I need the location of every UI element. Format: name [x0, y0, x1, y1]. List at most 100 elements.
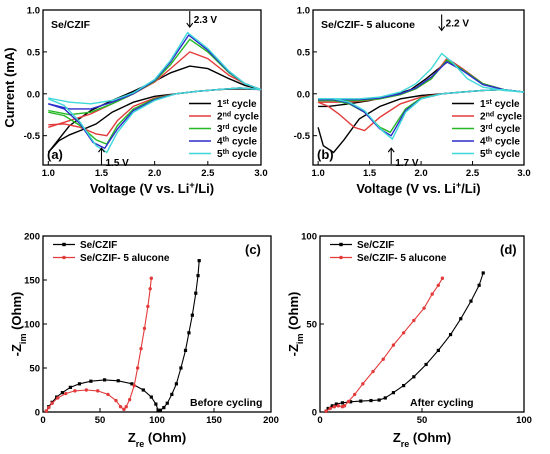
y-tick-label: 100 [301, 232, 317, 243]
legend-sup: nd [223, 111, 232, 118]
data-point [369, 398, 373, 403]
peak-arrow-cathodic-head [387, 147, 395, 153]
data-point [165, 401, 169, 405]
data-point [477, 283, 481, 287]
data-point [328, 406, 332, 411]
panel-a: 1.0 1.5 2.0 2.5 3.0 -0.5 0.0 0.5 1.0 Se/CZIF (a) 1s… [24, 6, 268, 197]
x-tick-label: 0 [40, 415, 45, 426]
data-point [73, 389, 77, 393]
data-point [359, 399, 363, 403]
axis-text: (Ohm) [9, 292, 24, 334]
legend-number: 3 [480, 124, 486, 135]
panel-b: 1.0 1.5 2.0 2.5 3.0 -0.5 0.0 0.5 1.0 Se/CZIF- 5 a… [294, 6, 531, 197]
legend-sup: rd [486, 124, 493, 131]
axis-text: (Ohm) [409, 430, 451, 445]
panel-label: (a) [47, 147, 63, 162]
data-point [436, 348, 440, 352]
data-point [183, 348, 188, 352]
axis-text: /Li) [461, 181, 481, 196]
legend-sup: st [486, 99, 493, 106]
data-point [135, 366, 140, 370]
legend-number: 5 [480, 149, 486, 160]
data-point [174, 382, 178, 386]
axis-text: -Z [286, 344, 301, 356]
x-axis-label: Voltage (V vs. Li+/Li) [90, 180, 214, 196]
legend-entry: 2nd cycle [217, 111, 259, 123]
legend-text: cycle [229, 137, 257, 148]
y-tick-label: 1.0 [297, 6, 310, 17]
series-line-d-1 [325, 272, 484, 412]
legend-number: 1 [217, 99, 223, 110]
legend-text: cycle [492, 149, 520, 160]
legend-text: cycle [231, 112, 259, 123]
data-point [436, 283, 441, 287]
data-point [361, 382, 365, 386]
data-point [391, 343, 396, 347]
y-tick-label: 0.5 [297, 47, 311, 58]
legend-entry: 5th cycle [480, 149, 520, 161]
legend-text: cycle [494, 112, 522, 123]
x-tick-label: 100 [516, 415, 532, 426]
data-point [56, 396, 60, 400]
legend-number: 1 [480, 99, 486, 110]
condition-label: Before cycling [190, 397, 262, 409]
data-point [47, 405, 51, 410]
data-point [349, 400, 353, 404]
series-line-b-5-anodic [318, 52, 525, 100]
data-point [89, 379, 93, 383]
plot-frame-b [312, 9, 525, 166]
peak-arrow-cathodic-head [98, 147, 105, 153]
sample-label: Se/CZIF [51, 19, 91, 31]
data-point [77, 382, 82, 386]
data-point [156, 408, 160, 412]
axis-sub: re [401, 439, 410, 449]
legend-sup: th [486, 136, 493, 143]
data-point [459, 317, 463, 321]
data-point [114, 398, 118, 403]
panel-c: 0 50 100 150 200 0 50 100 150 200 Se/CZIF Se/CZIF- … [9, 232, 279, 450]
y-tick-label: 0.0 [27, 89, 40, 100]
data-point [401, 331, 406, 335]
axis-sup: + [456, 180, 461, 190]
x-tick-label: 50 [95, 415, 106, 426]
data-point [412, 375, 416, 379]
legend-sup: st [223, 99, 230, 106]
legend-text: cycle [492, 99, 520, 110]
x-tick-label: 150 [206, 415, 222, 426]
y-tick-label: 0 [35, 408, 40, 419]
data-point [342, 404, 347, 408]
legend-sup: rd [223, 124, 230, 131]
data-point [330, 404, 334, 408]
x-tick-label: 3.0 [517, 168, 530, 179]
legend-number: 3 [217, 124, 223, 135]
peak-label-anodic: 2.3 V [194, 15, 218, 26]
axis-text: (Ohm) [286, 292, 301, 334]
y-axis-label: -Zim (Ohm) [286, 292, 305, 357]
panel-label: (d) [500, 242, 517, 257]
data-point [170, 392, 174, 396]
data-point [196, 274, 200, 278]
peak-arrow-anodic-head [438, 26, 446, 32]
data-point [149, 395, 153, 399]
legend-marker [62, 242, 66, 247]
peak-label-cathodic: 1.5 V [105, 158, 129, 169]
x-axis-label: Zre (Ohm) [393, 430, 451, 449]
data-point [124, 405, 128, 409]
data-point [179, 366, 183, 370]
legend-entry: 4th cycle [217, 136, 257, 148]
data-point [190, 313, 194, 317]
y-tick-label: 100 [24, 320, 40, 331]
legend-number: 5 [217, 149, 223, 160]
x-tick-label: 1.0 [312, 168, 325, 179]
data-point [84, 388, 89, 392]
legend-number: 2 [480, 112, 486, 123]
data-point [381, 357, 385, 361]
x-tick-label: 200 [263, 415, 279, 426]
data-point [127, 397, 132, 402]
legend-entry: 3rd cycle [480, 124, 521, 136]
legend-text: cycle [493, 124, 521, 135]
condition-label: After cycling [410, 397, 474, 409]
x-tick-label: 3.0 [254, 168, 267, 179]
y-tick-label: 150 [24, 276, 40, 287]
legend-text: cycle [230, 124, 258, 135]
